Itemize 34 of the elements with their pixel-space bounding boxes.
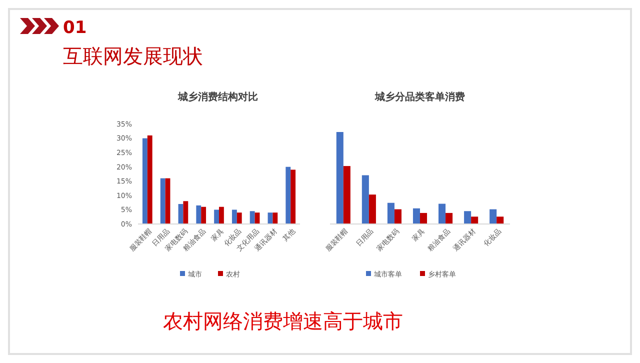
bar bbox=[412, 208, 420, 224]
bar bbox=[232, 210, 237, 224]
bar bbox=[394, 209, 402, 224]
bar bbox=[490, 209, 497, 224]
bar bbox=[438, 204, 446, 224]
bar bbox=[420, 212, 428, 224]
bar bbox=[165, 178, 170, 224]
bar bbox=[196, 205, 202, 224]
bar bbox=[236, 212, 242, 224]
text: 农村网络消费增速高于城市 bbox=[163, 309, 403, 333]
text: 01 bbox=[63, 18, 87, 38]
chart-title: 城乡消费结构对比 bbox=[177, 91, 258, 103]
bar bbox=[471, 216, 478, 224]
bar bbox=[201, 206, 206, 224]
bar bbox=[183, 201, 188, 224]
bar bbox=[214, 210, 219, 224]
bar bbox=[446, 212, 453, 224]
bar bbox=[142, 138, 148, 224]
bar bbox=[464, 211, 472, 224]
bar bbox=[250, 211, 255, 224]
bar bbox=[286, 166, 291, 224]
bar bbox=[160, 178, 166, 224]
bar bbox=[387, 202, 394, 224]
bar bbox=[219, 206, 224, 224]
bar bbox=[290, 170, 296, 224]
bar bbox=[368, 194, 376, 224]
bar bbox=[272, 212, 278, 224]
chart-title: 城乡分品类客单消费 bbox=[374, 91, 465, 103]
bar bbox=[147, 135, 152, 224]
bar bbox=[496, 216, 504, 224]
bar bbox=[343, 166, 350, 224]
bar bbox=[362, 175, 369, 224]
bar bbox=[336, 132, 344, 224]
text: 互联网发展现状 bbox=[63, 44, 203, 68]
